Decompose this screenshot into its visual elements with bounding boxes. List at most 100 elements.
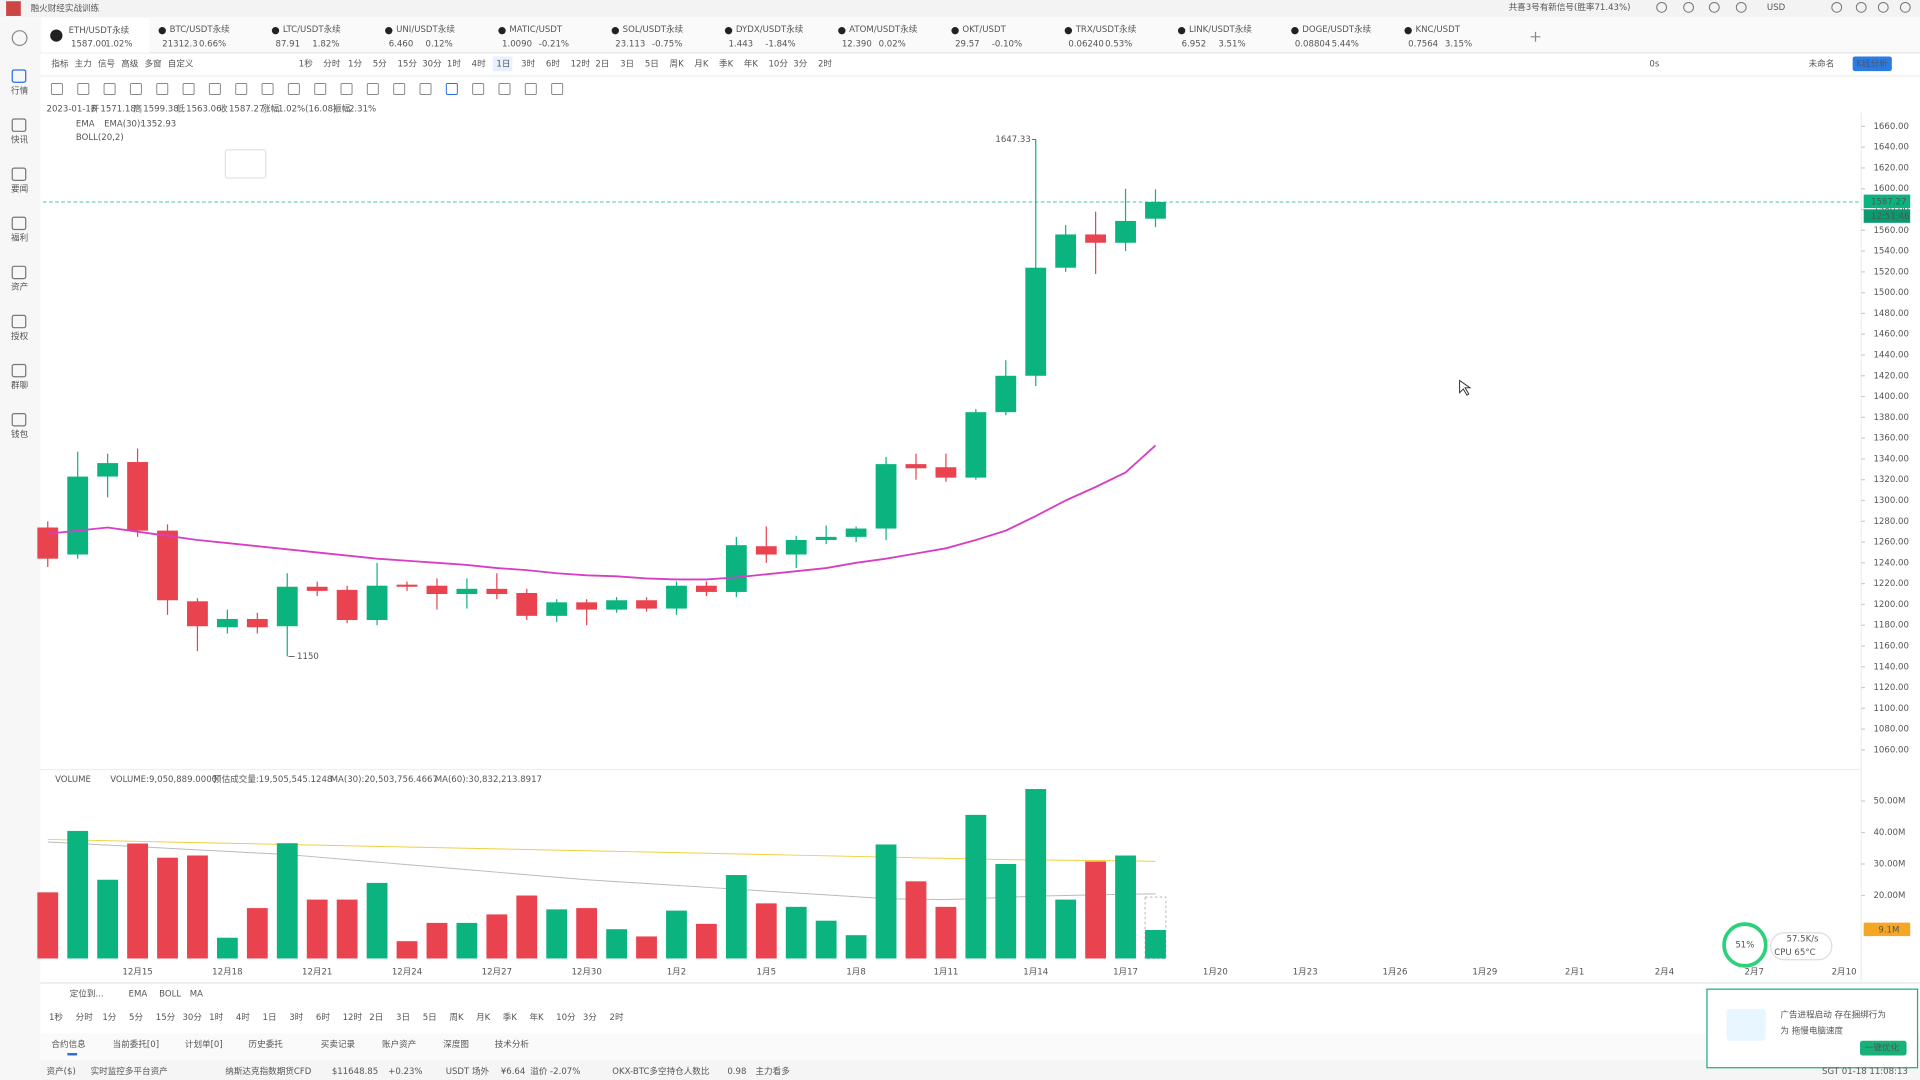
bottom-tab[interactable]: 历史委托	[249, 1038, 284, 1050]
toolbar-item[interactable]: 多窗	[144, 57, 161, 69]
timeframe[interactable]: 6时	[316, 1011, 330, 1023]
timeframe[interactable]: 周K	[670, 58, 685, 69]
timeframe[interactable]: 月K	[694, 58, 709, 69]
bottom-tab[interactable]: 深度图	[443, 1038, 469, 1050]
tab-name[interactable]: LINK/USDT永续	[1189, 23, 1252, 35]
nav-icon[interactable]	[11, 118, 27, 132]
draw-tool[interactable]	[129, 82, 142, 95]
nav-icon[interactable]	[11, 69, 27, 83]
tab-name[interactable]: UNI/USDT永续	[396, 23, 455, 35]
nav-label[interactable]: 群聊	[11, 379, 28, 391]
add-tab[interactable]	[1530, 31, 1541, 42]
bottom-tab[interactable]: 技术分析	[495, 1038, 530, 1050]
timeframe[interactable]: 1日	[263, 1012, 277, 1023]
nav-label[interactable]: 快讯	[11, 133, 29, 145]
window-icon[interactable]	[1899, 1, 1911, 13]
indicator-tab[interactable]: EMA	[129, 990, 148, 1000]
timeframe[interactable]: 2日	[369, 1012, 383, 1023]
status-monitor[interactable]: 实时监控多平台资产	[91, 1065, 168, 1077]
nav-icon[interactable]	[11, 265, 27, 280]
tab-name[interactable]: TRX/USDT永续	[1075, 23, 1137, 35]
timeframe[interactable]: 10分	[556, 1012, 576, 1023]
draw-tool[interactable]	[498, 82, 511, 95]
nav-label[interactable]: 授权	[11, 330, 29, 342]
timeframe[interactable]: 季K	[503, 1011, 518, 1023]
timeframe[interactable]: 12时	[343, 1011, 363, 1023]
nav-label[interactable]: 福利	[11, 232, 28, 244]
timeframe[interactable]: 12时	[571, 57, 591, 69]
tab-name[interactable]: MATIC/USDT	[509, 25, 563, 35]
timeframe[interactable]: 1时	[447, 57, 461, 69]
toolbar-item[interactable]: 自定义	[168, 57, 194, 69]
indicator-tab[interactable]: BOLL	[159, 990, 181, 1000]
timeframe[interactable]: 5日	[645, 58, 659, 69]
timeframe[interactable]: 2时	[818, 57, 832, 69]
nav-icon[interactable]	[11, 412, 27, 427]
toolbar-item[interactable]: 信号	[98, 57, 115, 69]
bottom-tab[interactable]: 买卖记录	[321, 1039, 356, 1050]
timeframe[interactable]: 3时	[289, 1011, 303, 1023]
draw-tool[interactable]	[261, 82, 274, 95]
timeframe[interactable]: 1日	[496, 58, 510, 69]
currency-select[interactable]: USD	[1767, 3, 1786, 13]
draw-tool[interactable]	[366, 82, 379, 95]
draw-tool[interactable]	[103, 82, 116, 95]
draw-tool[interactable]	[524, 82, 537, 95]
nav-icon[interactable]	[11, 363, 27, 378]
nav-label[interactable]: 资产	[11, 281, 28, 293]
bottom-tab[interactable]: 当前委托[0]	[113, 1038, 159, 1050]
timeframe[interactable]: 3时	[521, 57, 535, 69]
draw-tool[interactable]	[235, 82, 248, 95]
draw-tool[interactable]	[393, 82, 406, 95]
window-icon[interactable]	[1877, 1, 1889, 13]
window-icon[interactable]	[1683, 1, 1694, 13]
window-icon[interactable]	[1831, 1, 1843, 13]
draw-tool[interactable]	[208, 82, 221, 95]
timeframe[interactable]: 30分	[422, 58, 442, 69]
bottom-tab[interactable]: 合约信息	[51, 1038, 86, 1050]
window-icon[interactable]	[1735, 1, 1747, 13]
timeframe[interactable]: 4时	[236, 1011, 250, 1023]
draw-tool[interactable]	[551, 82, 564, 95]
timeframe[interactable]: 10分	[768, 58, 788, 69]
timeframe[interactable]: 3分	[793, 58, 807, 69]
nav-label[interactable]: 要闻	[11, 183, 28, 194]
timeframe[interactable]: 1秒	[49, 1011, 63, 1023]
timeframe[interactable]: 分时	[76, 1011, 94, 1023]
bottom-tab[interactable]: 账户资产	[382, 1038, 416, 1050]
nav-icon[interactable]	[11, 167, 27, 182]
draw-tool[interactable]	[182, 82, 195, 95]
timeframe[interactable]: 2日	[595, 58, 609, 69]
timeframe[interactable]: 3日	[620, 58, 634, 69]
tab-name[interactable]: DOGE/USDT永续	[1302, 23, 1371, 35]
indicator-name[interactable]: EMA	[76, 119, 95, 129]
draw-tool[interactable]	[472, 82, 485, 95]
indicator-tab[interactable]: MA	[190, 990, 203, 1000]
nav-icon[interactable]	[11, 314, 27, 329]
refresh-rate[interactable]: 0s	[1649, 59, 1659, 69]
timeframe[interactable]: 年K	[529, 1011, 544, 1023]
tab-name[interactable]: LTC/USDT永续	[283, 23, 341, 35]
timeframe[interactable]: 1秒	[299, 57, 313, 69]
window-icon[interactable]	[1656, 1, 1668, 13]
timeframe[interactable]: 分时	[323, 57, 341, 69]
tab-name[interactable]: OKT/USDT	[962, 25, 1006, 35]
tab-name[interactable]: ATOM/USDT永续	[849, 23, 918, 35]
indicator-name[interactable]: BOLL(20,2)	[76, 133, 124, 143]
toolbar-item[interactable]: 主力	[75, 57, 92, 69]
timeframe[interactable]: 15分	[156, 1012, 176, 1023]
draw-tool[interactable]	[314, 82, 327, 95]
tab-name[interactable]: SOL/USDT永续	[623, 23, 684, 35]
optimize-button[interactable]: 一键优化	[1865, 1042, 1900, 1054]
draw-tool[interactable]	[287, 82, 300, 95]
tab-name[interactable]: ETH/USDT永续	[69, 24, 130, 36]
timeframe[interactable]: 5分	[129, 1012, 143, 1023]
analysis-btn-bg[interactable]	[1852, 56, 1892, 72]
drag-handle[interactable]	[224, 149, 267, 179]
timeframe[interactable]: 1分	[348, 58, 362, 69]
toolbar-item[interactable]: 指标	[51, 57, 69, 69]
tab-name[interactable]: DYDX/USDT永续	[736, 23, 804, 35]
timeframe[interactable]: 2时	[610, 1011, 624, 1023]
timeframe[interactable]: 月K	[476, 1012, 491, 1023]
timeframe[interactable]: 3日	[396, 1012, 410, 1023]
